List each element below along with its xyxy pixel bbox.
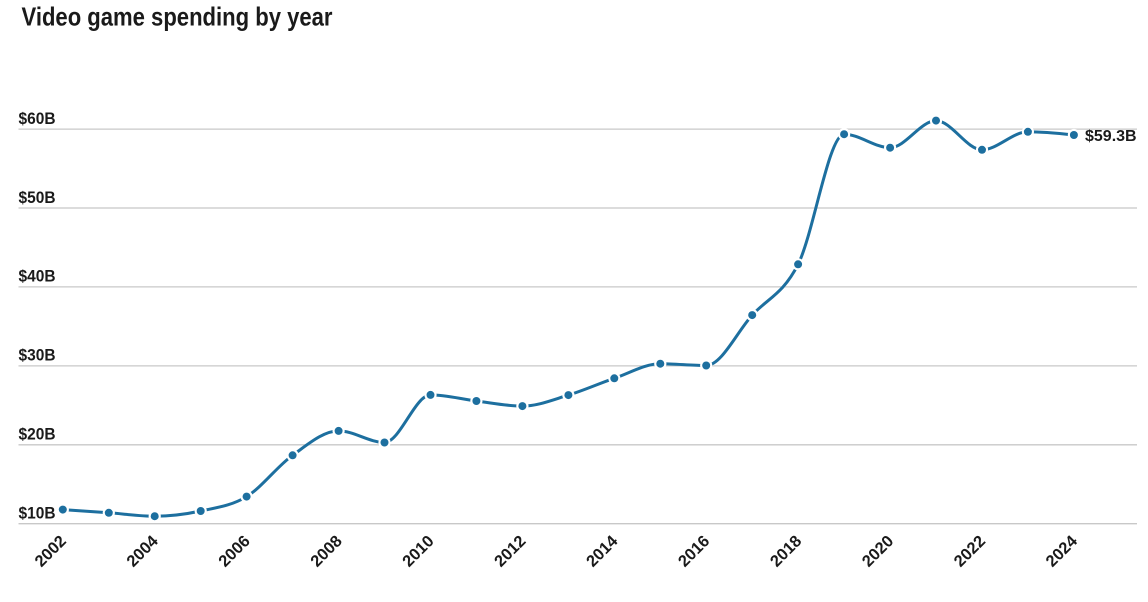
svg-text:$20B: $20B xyxy=(19,426,56,444)
svg-text:$10B: $10B xyxy=(19,505,56,523)
svg-text:$60B: $60B xyxy=(19,110,56,128)
svg-text:$50B: $50B xyxy=(19,189,56,207)
svg-text:$30B: $30B xyxy=(19,347,56,365)
svg-text:Video game spending by year: Video game spending by year xyxy=(22,2,333,32)
svg-text:$40B: $40B xyxy=(19,268,56,286)
svg-text:$59.3B: $59.3B xyxy=(1085,128,1137,145)
